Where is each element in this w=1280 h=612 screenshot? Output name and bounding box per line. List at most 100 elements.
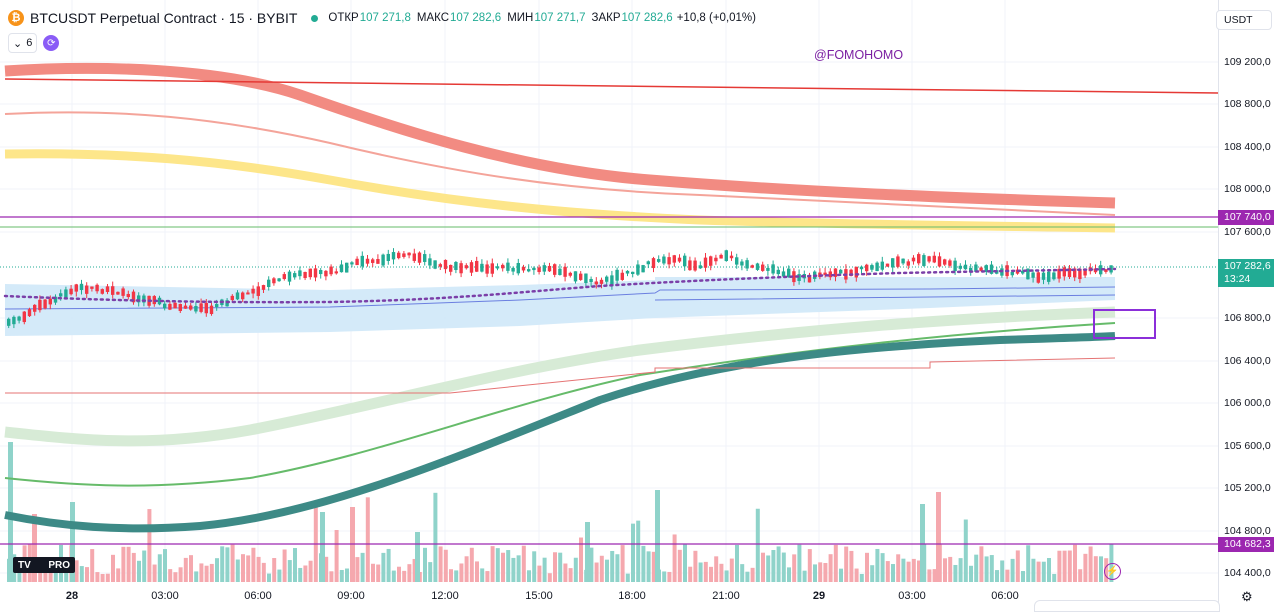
candle-body xyxy=(615,269,619,281)
candle-body xyxy=(376,259,380,264)
indicators-toggle-button[interactable]: ⌄ 6 xyxy=(8,33,38,53)
candle-body xyxy=(1099,265,1103,275)
volume-bar xyxy=(537,565,542,582)
volume-bar xyxy=(8,442,13,582)
candle-body xyxy=(131,291,136,303)
ema-yellow xyxy=(4,149,1116,233)
volume-bar xyxy=(402,570,407,582)
candle-body xyxy=(937,256,942,267)
ohlc-item: ОТКР107 271,8 xyxy=(328,12,411,24)
candle-body xyxy=(953,260,957,272)
market-open-icon xyxy=(311,14,319,22)
candle-body xyxy=(875,262,879,272)
candle-body xyxy=(740,261,744,266)
candle-body xyxy=(350,262,354,265)
candle-body xyxy=(121,288,125,296)
bottom-toolbar[interactable] xyxy=(1034,600,1220,612)
volume-bar xyxy=(585,522,590,582)
ohlc-key: ЗАКР xyxy=(591,12,621,24)
candle-body xyxy=(215,304,219,308)
logo-text: TV xyxy=(18,559,31,571)
volume-bar xyxy=(1047,558,1051,582)
volume-bar xyxy=(1041,561,1046,582)
ema-green xyxy=(4,322,1116,487)
price-tick-label: 105 200,0 xyxy=(1224,482,1271,494)
volume-bar xyxy=(320,512,325,582)
time-tick-label: 09:00 xyxy=(337,590,365,602)
volume-bar xyxy=(594,562,599,582)
candle-body xyxy=(126,293,130,298)
volume-bar xyxy=(511,557,516,582)
candle-body xyxy=(1047,271,1051,282)
volume-bar xyxy=(428,562,433,582)
currency-button[interactable]: USDT xyxy=(1216,10,1272,30)
price-tick-label: 106 000,0 xyxy=(1224,397,1271,409)
candle-body xyxy=(277,278,281,282)
candle-body xyxy=(241,292,245,300)
volume-bar xyxy=(220,546,225,582)
candle-body xyxy=(173,302,177,309)
countdown-timer: 13:24 xyxy=(1224,273,1251,285)
volume-bar xyxy=(241,554,245,582)
candle-body xyxy=(1062,267,1066,277)
volume-bar xyxy=(984,556,989,582)
candle-body xyxy=(417,252,422,263)
ohlc-value: 107 271,8 xyxy=(359,12,411,24)
candle-body xyxy=(584,273,588,284)
candle-body xyxy=(1067,268,1072,278)
volume-bar xyxy=(672,534,677,582)
candle-body xyxy=(360,255,364,267)
volume-bar xyxy=(792,554,797,582)
volume-bar xyxy=(365,497,370,582)
candle-body xyxy=(90,286,94,289)
volume-bar xyxy=(979,546,984,582)
candle-body xyxy=(137,295,141,303)
volume-bar xyxy=(261,562,266,582)
volume-bar xyxy=(230,544,235,582)
volume-bar xyxy=(423,547,427,582)
candle-body xyxy=(163,303,167,309)
candle-body xyxy=(412,253,416,261)
volume-bar xyxy=(631,523,635,582)
lightning-icon[interactable]: ⚡ xyxy=(1104,563,1121,580)
settings-icon[interactable]: ⚙ xyxy=(1241,589,1253,604)
volume-bar xyxy=(662,571,667,582)
volume-bar xyxy=(568,568,573,582)
price-chart[interactable] xyxy=(0,0,1218,607)
symbol-title[interactable]: BTCUSDT Perpetual Contract · 15 · BYBIT xyxy=(30,10,298,26)
candle-body xyxy=(636,264,640,275)
price-axis[interactable] xyxy=(1218,0,1280,607)
volume-bar xyxy=(267,573,271,582)
candle-body xyxy=(1031,272,1035,278)
candle-body xyxy=(12,316,16,325)
candle-body xyxy=(792,271,796,283)
volume-bar xyxy=(807,549,812,582)
volume-bar xyxy=(308,560,313,582)
volume-bar xyxy=(729,558,734,582)
sync-icon[interactable]: ⟳ xyxy=(43,35,60,51)
candle-body xyxy=(334,271,338,274)
last-price-label: 107 282,6 13:24 xyxy=(1218,259,1274,287)
volume-bar xyxy=(740,564,745,582)
candle-body xyxy=(209,305,214,315)
candle-body xyxy=(282,274,286,280)
volume-bar xyxy=(1099,556,1103,582)
tradingview-logo: TV PRO xyxy=(13,557,75,573)
candle-body xyxy=(64,289,68,299)
volume-bar xyxy=(163,549,167,582)
volume-bar xyxy=(459,563,464,582)
candle-body xyxy=(657,259,661,262)
volume-bar xyxy=(199,563,204,582)
candle-body xyxy=(963,264,968,270)
volume-bar xyxy=(1093,556,1098,582)
ohlc-value: 107 282,6 xyxy=(621,12,673,24)
volume-bar xyxy=(381,552,386,582)
candle-body xyxy=(225,300,229,307)
time-tick-label: 06:00 xyxy=(991,590,1019,602)
candle-body xyxy=(787,268,791,278)
candle-body xyxy=(116,291,120,295)
volume-bar xyxy=(215,558,219,582)
candle-body xyxy=(672,255,676,263)
candle-body xyxy=(74,284,78,292)
volume-bar xyxy=(844,546,849,582)
